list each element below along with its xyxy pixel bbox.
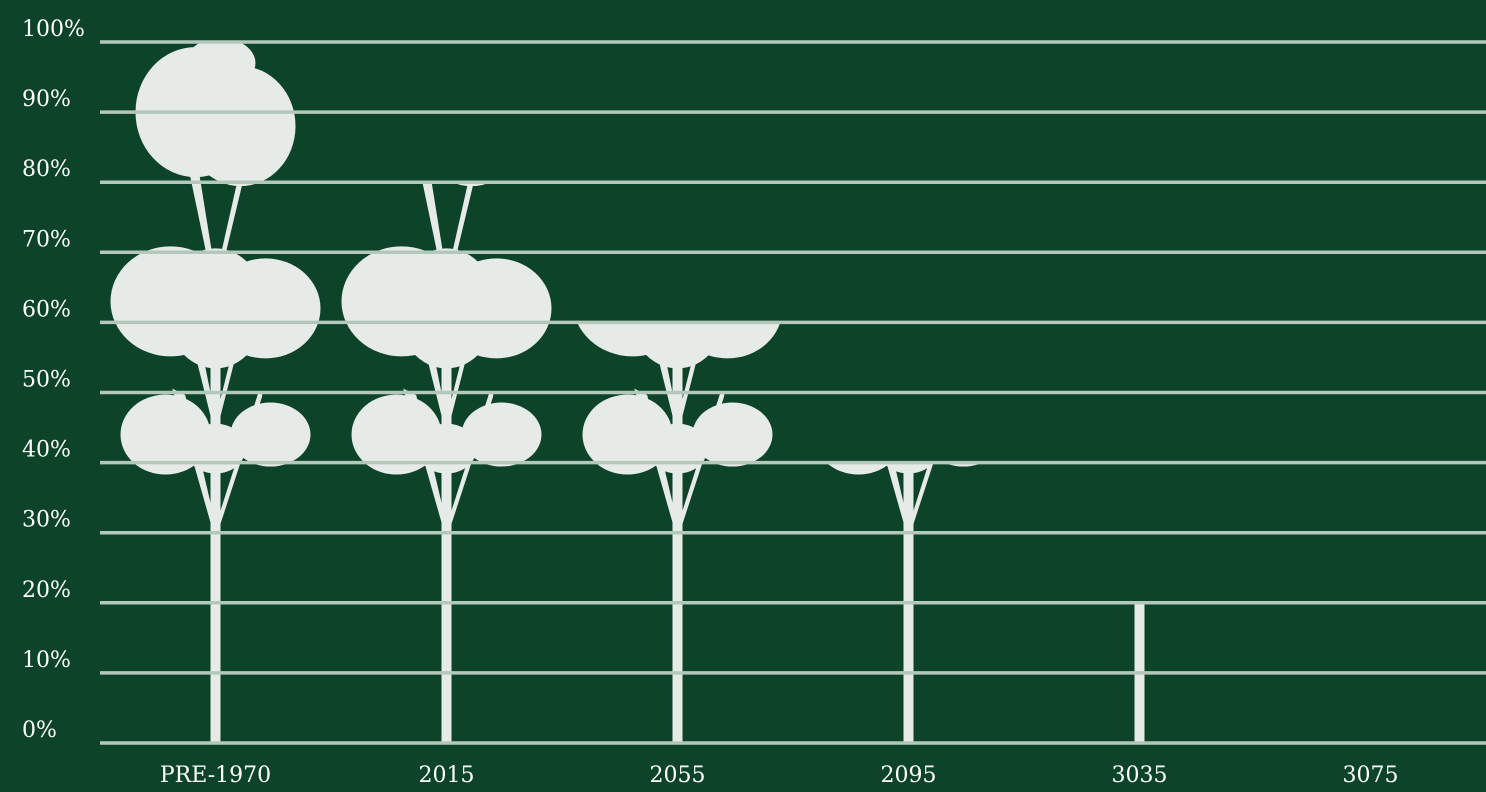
x-tick-label: 2055 [650,763,706,788]
x-tick-label: 3035 [1112,763,1168,788]
y-tick-label: 60% [22,297,71,322]
y-tick-label: 70% [22,227,71,252]
y-tick-label: 100% [22,17,85,42]
y-tick-label: 90% [22,87,71,112]
y-tick-label: 20% [22,578,71,603]
x-tick-label: 2095 [881,763,937,788]
x-tick-label: 3075 [1343,763,1399,788]
tree-bar [341,182,552,743]
tree-bar [110,42,321,743]
y-tick-label: 40% [22,438,71,463]
x-tick-label: PRE-1970 [160,763,271,788]
y-tick-label: 80% [22,157,71,182]
y-tick-label: 0% [22,718,57,743]
x-tick-label: 2015 [419,763,475,788]
y-tick-label: 50% [22,368,71,393]
y-tick-label: 10% [22,648,71,673]
y-tick-label: 30% [22,508,71,533]
